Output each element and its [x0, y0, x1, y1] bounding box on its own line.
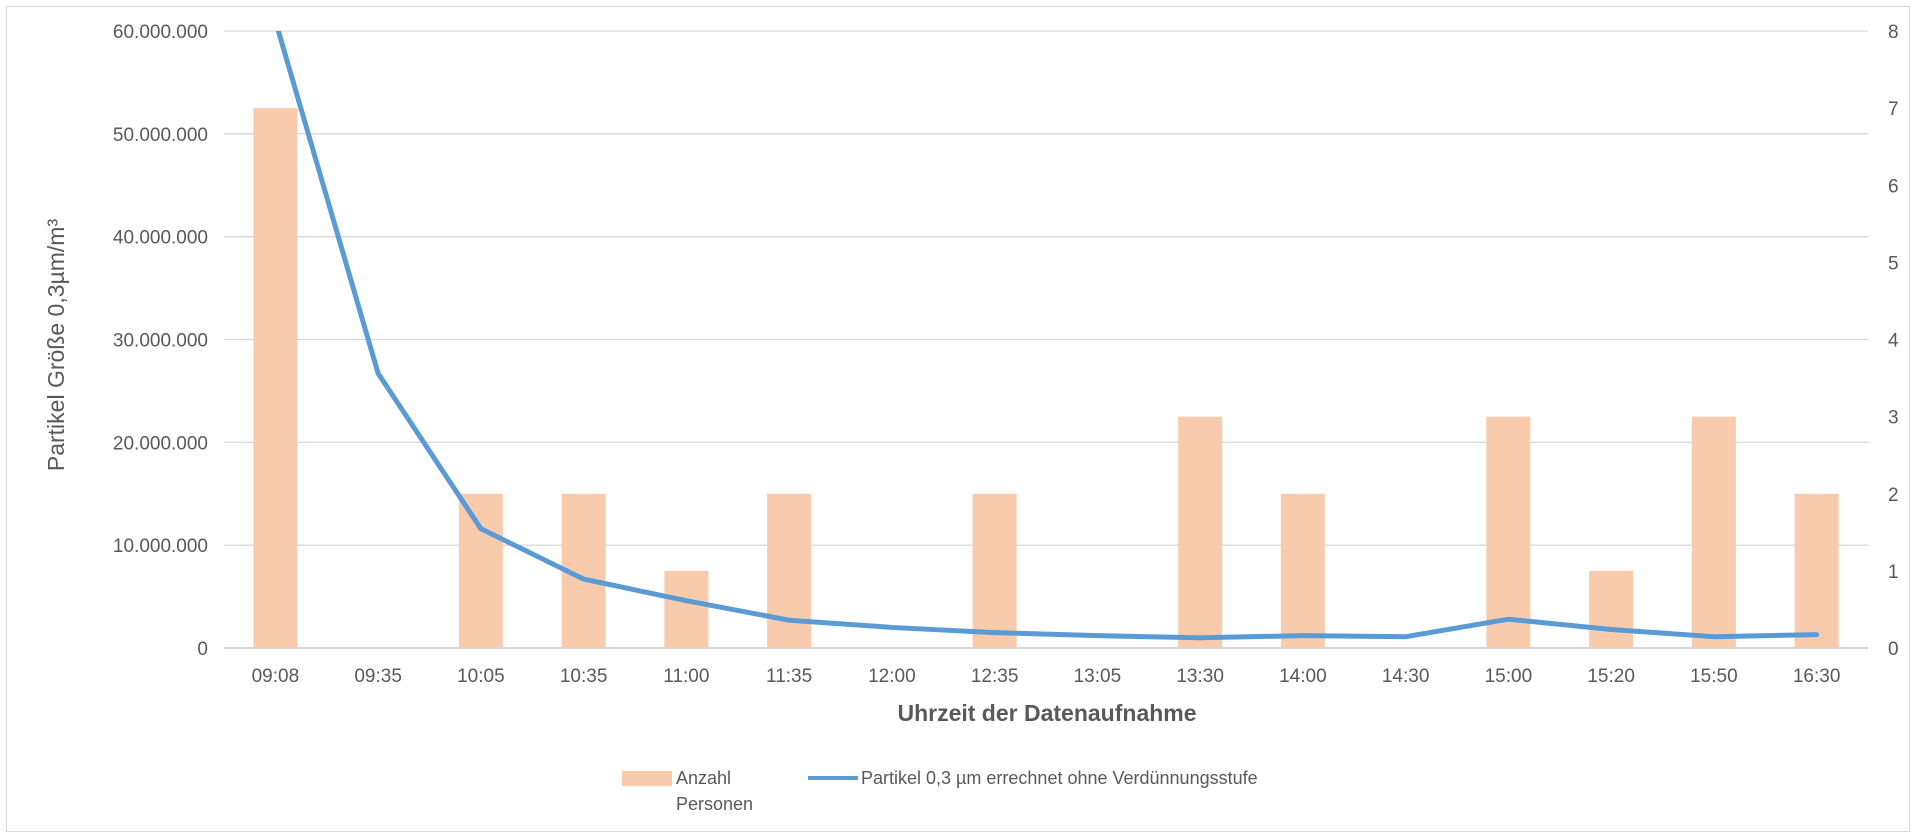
x-axis-title: Uhrzeit der Datenaufnahme: [897, 700, 1196, 726]
right-tick-label: 8: [1888, 22, 1899, 43]
x-tick-label: 14:00: [1279, 666, 1327, 687]
bar: [972, 493, 1017, 648]
bar: [1486, 416, 1531, 648]
left-tick-label: 60.000.000: [113, 22, 208, 43]
left-tick-label: 50.000.000: [113, 125, 208, 146]
x-tick-label: 13:30: [1176, 666, 1224, 687]
bar: [664, 570, 709, 648]
legend-bar-label-line2: Personen: [676, 794, 753, 814]
bar: [253, 108, 298, 648]
x-tick-label: 13:05: [1074, 666, 1122, 687]
bar: [1589, 570, 1634, 648]
x-tick-label: 16:30: [1793, 666, 1841, 687]
right-axis-ticks: 0 1 2 3 4 5 6 7 8: [1888, 22, 1899, 660]
x-tick-label: 09:35: [354, 666, 402, 687]
x-tick-label: 11:35: [766, 666, 812, 687]
legend: Anzahl Personen Partikel 0,3 µm errechne…: [622, 768, 1258, 814]
left-axis-ticks: 0 10.000.000 20.000.000 30.000.000 40.000.00…: [113, 22, 208, 660]
bar: [1794, 493, 1839, 648]
right-tick-label: 2: [1888, 485, 1899, 506]
left-tick-label: 0: [197, 639, 208, 660]
right-tick-label: 1: [1888, 562, 1899, 583]
x-tick-label: 09:08: [252, 666, 300, 687]
bar-series: [253, 108, 1839, 648]
bar: [767, 493, 812, 648]
x-tick-label: 12:00: [868, 666, 916, 687]
y-axis-title: Partikel Größe 0,3µm/m³: [43, 219, 69, 472]
x-tick-label: 15:20: [1587, 666, 1635, 687]
legend-bar-swatch: [622, 771, 672, 786]
x-tick-label: 14:30: [1382, 666, 1430, 687]
right-tick-label: 3: [1888, 408, 1899, 429]
right-tick-label: 7: [1888, 99, 1899, 120]
legend-bar-label-line1: Anzahl: [676, 768, 731, 788]
x-tick-label: 15:50: [1690, 666, 1738, 687]
bar: [1178, 416, 1223, 648]
left-tick-label: 20.000.000: [113, 433, 208, 454]
line-series: [275, 31, 1820, 641]
series-line: [275, 31, 1820, 641]
right-tick-label: 4: [1888, 331, 1899, 352]
bar: [458, 493, 503, 648]
right-tick-label: 6: [1888, 176, 1899, 197]
bar: [1691, 416, 1736, 648]
left-tick-label: 40.000.000: [113, 228, 208, 249]
x-tick-label: 10:05: [457, 666, 505, 687]
bar: [1280, 493, 1325, 648]
x-tick-label: 11:00: [663, 666, 709, 687]
x-tick-label: 12:35: [971, 666, 1019, 687]
x-tick-label: 15:00: [1485, 666, 1533, 687]
legend-line-label: Partikel 0,3 µm errechnet ohne Verdünnun…: [861, 768, 1258, 788]
left-tick-label: 10.000.000: [113, 536, 208, 557]
right-tick-label: 0: [1888, 639, 1899, 660]
right-tick-label: 5: [1888, 253, 1899, 274]
x-tick-label: 10:35: [560, 666, 608, 687]
left-tick-label: 30.000.000: [113, 331, 208, 352]
x-axis-ticks: 09:08 09:35 10:05 10:35 11:00 11:35 12:00 12:35…: [252, 666, 1841, 687]
